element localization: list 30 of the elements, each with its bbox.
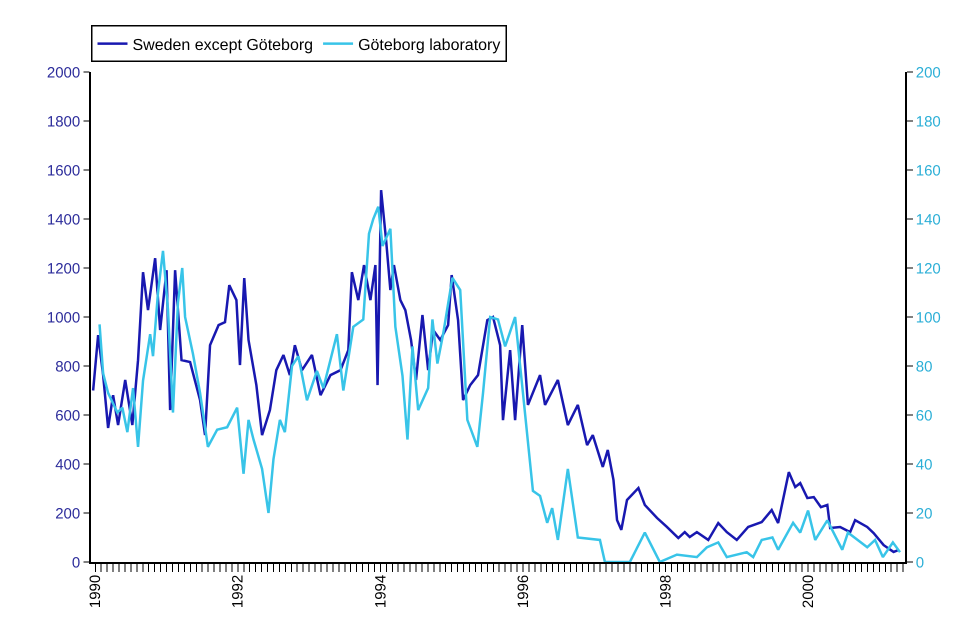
y-tick-label: 2000 [46,64,80,82]
y2-tick-label: 100 [916,309,941,326]
y-tick-label: 0 [72,554,80,572]
y-tick-label: 200 [55,505,80,522]
y2-tick-label: 0 [916,554,924,572]
y-tick-label: 1800 [46,113,80,130]
y2-tick-label: 120 [916,260,941,278]
y2-tick-label: 160 [916,162,941,180]
x-tick-label: 1996 [514,574,532,608]
legend-label: Göteborg laboratory [358,36,500,54]
x-tick-label: 2000 [800,574,817,608]
x-tick-label: 1992 [230,574,247,608]
y2-tick-label: 40 [916,456,932,474]
x-tick-label: 1998 [657,574,674,608]
x-tick-label: 1994 [372,574,390,608]
y-tick-label: 1400 [46,211,80,228]
y-tick-label: 1600 [46,162,80,180]
x-tick-label: 1990 [87,574,104,608]
y2-tick-label: 20 [916,505,932,522]
y2-tick-label: 80 [916,358,932,376]
y-tick-label: 1200 [46,260,80,278]
y2-tick-label: 200 [916,64,941,82]
y-tick-label: 400 [55,456,80,474]
y-tick-label: 1000 [46,309,80,326]
y2-tick-label: 140 [916,211,941,228]
legend-label: Sweden except Göteborg [132,36,314,54]
y-tick-label: 600 [55,407,80,424]
y-tick-label: 800 [55,358,80,376]
y2-tick-label: 60 [916,407,932,424]
y2-tick-label: 180 [916,113,941,130]
